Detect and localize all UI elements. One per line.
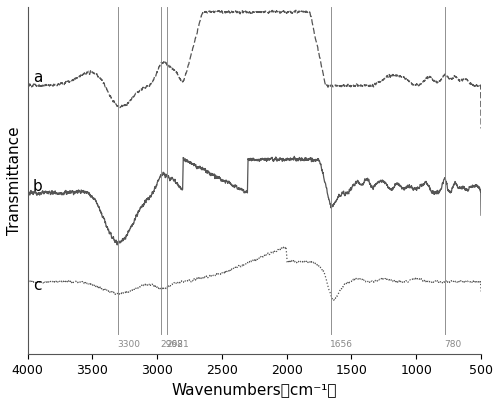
X-axis label: Wavenumbers（cm⁻¹）: Wavenumbers（cm⁻¹）: [172, 382, 337, 397]
Text: b: b: [32, 179, 42, 194]
Text: c: c: [32, 278, 41, 293]
Y-axis label: Transmittance: Transmittance: [7, 126, 22, 235]
Text: 1656: 1656: [330, 340, 353, 349]
Text: 2968: 2968: [160, 340, 183, 349]
Text: 2921: 2921: [166, 340, 189, 349]
Text: 3300: 3300: [117, 340, 140, 349]
Text: a: a: [32, 69, 42, 84]
Text: 780: 780: [444, 340, 461, 349]
